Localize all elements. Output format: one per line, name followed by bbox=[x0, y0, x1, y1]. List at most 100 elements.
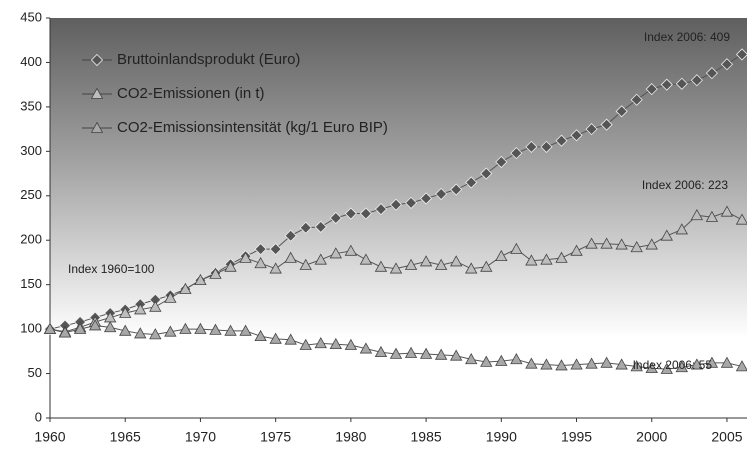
point bbox=[194, 322, 207, 334]
point bbox=[389, 262, 403, 274]
point bbox=[374, 203, 388, 216]
point bbox=[510, 353, 523, 365]
annotation: Index 2006: 409 bbox=[644, 30, 730, 44]
point bbox=[134, 327, 147, 339]
point bbox=[149, 300, 162, 312]
point bbox=[359, 342, 373, 354]
point bbox=[344, 244, 358, 256]
y-tick-label: 0 bbox=[35, 409, 42, 424]
point bbox=[585, 357, 598, 369]
point bbox=[314, 253, 327, 265]
annotation: Index 2006: 223 bbox=[642, 178, 728, 192]
point bbox=[555, 134, 568, 147]
point bbox=[179, 282, 192, 294]
y-tick-label: 300 bbox=[20, 143, 42, 158]
point bbox=[525, 254, 538, 266]
legend-label: Bruttoinlandsprodukt (Euro) bbox=[117, 51, 300, 68]
y-tick-label: 350 bbox=[20, 98, 42, 113]
point bbox=[495, 155, 508, 169]
point bbox=[600, 356, 613, 368]
point bbox=[359, 253, 373, 265]
x-tick-label: 2000 bbox=[636, 429, 667, 445]
point bbox=[615, 238, 628, 250]
x-tick-label: 1960 bbox=[34, 429, 65, 445]
point bbox=[720, 58, 734, 71]
point bbox=[675, 361, 689, 373]
point bbox=[705, 67, 718, 80]
y-tick-label: 450 bbox=[20, 9, 42, 24]
point bbox=[420, 192, 433, 205]
point bbox=[419, 255, 433, 267]
point bbox=[404, 258, 418, 270]
point bbox=[540, 253, 553, 265]
point bbox=[164, 325, 177, 337]
point bbox=[600, 237, 613, 249]
point bbox=[585, 237, 598, 249]
point bbox=[284, 251, 297, 263]
point bbox=[465, 353, 478, 365]
x-tick-label: 1985 bbox=[411, 429, 442, 445]
plot-background bbox=[50, 18, 747, 418]
point bbox=[344, 338, 358, 350]
point bbox=[690, 74, 703, 87]
legend-marker bbox=[90, 87, 104, 99]
point bbox=[660, 78, 673, 91]
point bbox=[480, 167, 493, 180]
point bbox=[525, 140, 538, 153]
point bbox=[284, 229, 297, 242]
point bbox=[645, 83, 658, 96]
point bbox=[675, 77, 688, 90]
point bbox=[690, 209, 704, 221]
point bbox=[600, 118, 613, 131]
point bbox=[419, 347, 433, 359]
point bbox=[555, 359, 568, 371]
point bbox=[374, 260, 388, 272]
x-tick-label: 1970 bbox=[185, 429, 216, 445]
point bbox=[119, 324, 132, 336]
point bbox=[735, 360, 747, 372]
point bbox=[705, 210, 719, 222]
y-tick-label: 400 bbox=[20, 54, 42, 69]
point bbox=[164, 291, 177, 303]
point bbox=[690, 358, 704, 370]
point bbox=[284, 333, 297, 345]
point bbox=[525, 357, 538, 369]
x-tick-label: 1965 bbox=[110, 429, 141, 445]
point bbox=[389, 198, 403, 211]
point bbox=[239, 324, 252, 336]
point bbox=[58, 326, 72, 338]
x-tick-label: 1990 bbox=[486, 429, 517, 445]
point bbox=[615, 358, 628, 370]
point bbox=[73, 322, 87, 334]
point bbox=[540, 140, 553, 153]
point bbox=[194, 273, 207, 286]
point bbox=[720, 205, 734, 217]
point bbox=[735, 48, 747, 61]
point bbox=[119, 306, 132, 318]
point bbox=[329, 247, 343, 259]
point bbox=[540, 358, 553, 370]
point bbox=[269, 262, 282, 274]
point bbox=[224, 260, 237, 272]
point bbox=[675, 223, 689, 235]
point bbox=[269, 332, 282, 344]
y-tick-label: 250 bbox=[20, 187, 42, 202]
point bbox=[314, 337, 327, 349]
point bbox=[209, 323, 222, 335]
point bbox=[344, 207, 357, 220]
point bbox=[450, 183, 463, 196]
point bbox=[615, 105, 628, 118]
point bbox=[645, 361, 658, 374]
point bbox=[720, 356, 734, 368]
point bbox=[329, 211, 342, 225]
point bbox=[660, 362, 673, 374]
point bbox=[254, 329, 267, 342]
point bbox=[735, 213, 747, 225]
y-tick-label: 100 bbox=[20, 321, 42, 336]
point bbox=[43, 322, 57, 334]
point bbox=[495, 249, 508, 262]
point bbox=[239, 251, 252, 263]
point bbox=[299, 258, 312, 270]
point bbox=[359, 207, 372, 220]
